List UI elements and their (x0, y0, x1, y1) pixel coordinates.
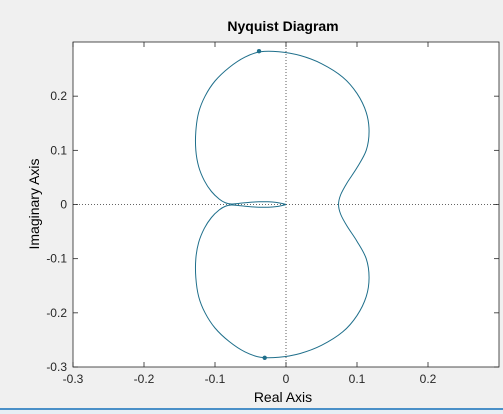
window-bottom-border (0, 408, 503, 414)
marker-layer (256, 49, 267, 360)
y-tick-label: 0.1 (50, 143, 67, 157)
x-tick-label: -0.3 (63, 372, 84, 386)
y-tick-label: 0.2 (50, 89, 67, 103)
y-axis-label: Imaginary Axis (26, 158, 42, 249)
x-axis-label: Real Axis (254, 389, 312, 405)
x-tick-label: -0.1 (205, 372, 226, 386)
x-tick-label: -0.2 (134, 372, 155, 386)
y-tick-label: -0.2 (46, 306, 67, 320)
nyquist-curve-0 (194, 50, 370, 359)
x-tick-label: 0.2 (420, 372, 437, 386)
curve-marker-1 (262, 355, 267, 360)
chart-title: Nyquist Diagram (227, 18, 338, 34)
y-tick-label: -0.1 (46, 252, 67, 266)
x-tick-label: 0 (283, 372, 290, 386)
y-tick-label: 0 (60, 198, 67, 212)
curve-marker-0 (256, 49, 262, 54)
nyquist-curve-layer (194, 50, 370, 359)
y-tick-label: -0.3 (46, 360, 67, 374)
x-tick-label: 0.1 (349, 372, 366, 386)
y-axis-ticks: -0.3 -0.2 -0.1 0 0.1 0.2 (46, 89, 499, 374)
x-axis-ticks: -0.3 -0.2 -0.1 0 0.1 0.2 (63, 42, 437, 386)
